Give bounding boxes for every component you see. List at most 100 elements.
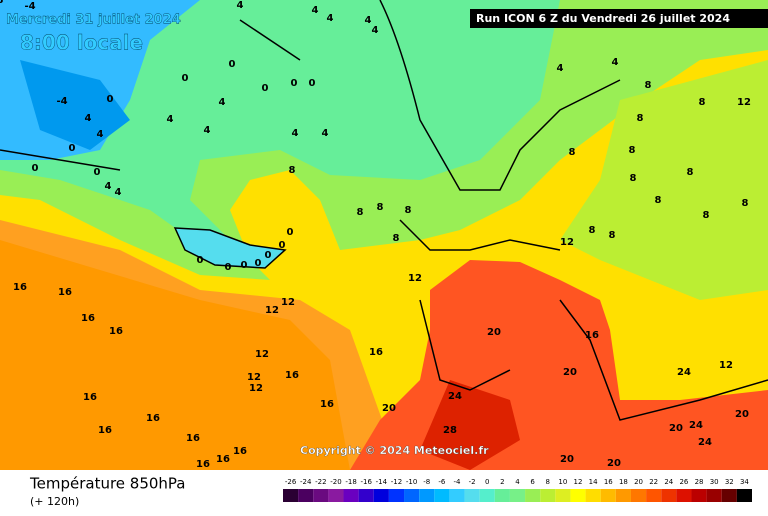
- scale-label: -22: [315, 478, 326, 486]
- contour-label: 20: [382, 403, 396, 414]
- scale-label: -6: [438, 478, 446, 486]
- contour-label: 16: [585, 330, 599, 341]
- contour-label: 12: [281, 297, 295, 308]
- scale-swatch: [388, 489, 405, 502]
- contour-label: 4: [237, 0, 244, 11]
- scale-label: 0: [485, 478, 489, 486]
- contour-label: 4: [372, 25, 379, 36]
- scale-swatch: [615, 489, 631, 502]
- contour-label: -4: [24, 1, 35, 12]
- contour-label: 4: [105, 181, 112, 192]
- contour-label: 4: [612, 57, 619, 68]
- scale-swatch: [570, 489, 586, 502]
- contour-label: 20: [563, 367, 577, 378]
- contour-label: 16: [58, 287, 72, 298]
- contour-label: 8: [699, 97, 706, 108]
- scale-swatch: [404, 489, 420, 502]
- contour-label: 24: [698, 437, 712, 448]
- scale-swatch: [676, 489, 692, 502]
- scale-label: 6: [530, 478, 535, 486]
- contour-label: 0: [291, 78, 298, 89]
- scale-label: -8: [423, 478, 430, 486]
- scale-swatch: [646, 489, 662, 502]
- scale-label: 4: [515, 478, 520, 486]
- contour-label: 12: [408, 273, 422, 284]
- contour-label: 8: [289, 165, 296, 176]
- contour-label: 0: [255, 258, 262, 269]
- scale-label: 14: [589, 478, 598, 486]
- contour-label: 0: [265, 250, 272, 261]
- scale-label: 28: [695, 478, 704, 486]
- contour-label: 20: [669, 423, 683, 434]
- contour-label: 8: [569, 147, 576, 158]
- scale-swatch: [494, 489, 510, 502]
- contour-label: 0: [32, 163, 39, 174]
- scale-label: 18: [619, 478, 628, 486]
- scale-swatch: [464, 489, 480, 502]
- contour-label: 12: [265, 305, 279, 316]
- contour-label: 16: [196, 459, 210, 470]
- contour-label: 4: [204, 125, 211, 136]
- scale-swatch: [585, 489, 601, 502]
- scale-swatch: [283, 489, 299, 502]
- contour-label: 8: [655, 195, 662, 206]
- scale-swatch: [328, 489, 344, 502]
- contour-label: 8: [609, 230, 616, 241]
- contour-label: 16: [369, 347, 383, 358]
- contour-label: 16: [109, 326, 123, 337]
- scale-label: 2: [500, 478, 504, 486]
- contour-label: 8: [629, 145, 636, 156]
- contour-label: 16: [146, 413, 160, 424]
- contour-label: 8: [377, 202, 384, 213]
- scale-label: -14: [376, 478, 388, 486]
- contour-label: 0: [241, 260, 248, 271]
- contour-label: 8: [393, 233, 400, 244]
- scale-label: 34: [740, 478, 749, 486]
- contour-label: 16: [13, 282, 27, 293]
- contour-label: 4: [219, 97, 226, 108]
- contour-label: 8: [637, 113, 644, 124]
- run-info: Run ICON 6 Z du Vendredi 26 juillet 2024: [476, 12, 730, 25]
- contour-label: 12: [255, 349, 269, 360]
- contour-label: 8: [703, 210, 710, 221]
- contour-label: 4: [167, 114, 174, 125]
- scale-swatch: [691, 489, 707, 502]
- contour-label: 0: [197, 255, 204, 266]
- contour-label: 8: [645, 80, 652, 91]
- contour-label: 4: [312, 5, 319, 16]
- scale-swatch: [313, 489, 329, 502]
- contour-label: 24: [448, 391, 462, 402]
- scale-swatch: [661, 489, 677, 502]
- color-scale: -26 -24 -22 -20 -18 -16 -14 -12 -10 -8 -6 -4 -2 0 2 4 6 8…: [283, 478, 752, 502]
- contour-label: 20: [735, 409, 749, 420]
- contour-label: 8: [0, 0, 4, 6]
- contour-label: 0: [94, 167, 101, 178]
- scale-label: -26: [285, 478, 297, 486]
- scale-swatch: [358, 489, 374, 502]
- contour-label: 8: [742, 198, 749, 209]
- contour-label: 16: [216, 454, 230, 465]
- contour-label: 0: [262, 83, 269, 94]
- scale-label: 20: [634, 478, 643, 486]
- contour-label: 16: [233, 446, 247, 457]
- contour-label: 4: [85, 113, 92, 124]
- scale-label: 12: [574, 478, 583, 486]
- scale-label: 30: [710, 478, 719, 486]
- scale-swatch: [449, 489, 465, 502]
- contour-label: 8: [405, 205, 412, 216]
- contour-label: 16: [83, 392, 97, 403]
- contour-label: 0: [69, 143, 76, 154]
- scale-label: -2: [469, 478, 476, 486]
- scale-swatch: [736, 489, 752, 502]
- scale-swatch: [373, 489, 389, 502]
- contour-label: 16: [81, 313, 95, 324]
- contour-label: 8: [589, 225, 596, 236]
- scale-label: -4: [453, 478, 461, 486]
- contour-label: 4: [557, 63, 564, 74]
- scale-swatch: [630, 489, 647, 502]
- map-background: [0, 0, 768, 470]
- contour-label: 12: [737, 97, 751, 108]
- contour-label: 16: [285, 370, 299, 381]
- contour-label: 0: [287, 227, 294, 238]
- copyright: Copyright © 2024 Meteociel.fr: [300, 444, 489, 457]
